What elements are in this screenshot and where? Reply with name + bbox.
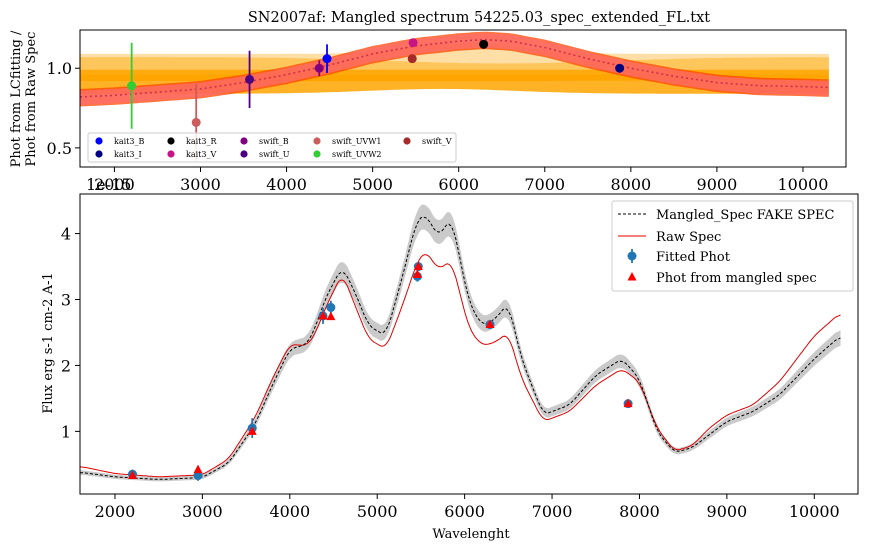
legend-label-swift_U: swift_U	[259, 150, 290, 159]
top-legend-box	[87, 132, 457, 163]
point-kait3_I	[615, 63, 625, 73]
mangled-phot-point	[413, 261, 423, 271]
bottom-legend-box	[611, 200, 854, 292]
bottom-y-tick-label: 4	[61, 225, 71, 244]
bottom-x-tick-label: 7000	[532, 502, 573, 521]
legend-marker-mangled-phot	[627, 272, 637, 281]
top-x-tick-label: 5000	[352, 175, 393, 194]
top-x-tick-label: 9000	[697, 175, 738, 194]
legend-label-kait3_I: kait3_I	[114, 150, 142, 159]
fitted-phot-point	[193, 471, 203, 481]
point-kait3_V	[408, 38, 418, 48]
point-swift_UVW2	[127, 81, 137, 91]
legend-label-3: Phot from mangled spec	[656, 271, 817, 286]
top-legend: kait3_Bkait3_Ikait3_Rkait3_Vswift_Bswift…	[87, 132, 457, 163]
bottom-ylabel: Flux erg s-1 cm-2 A-1	[41, 272, 56, 413]
legend-marker-swift_UVW2	[313, 150, 321, 158]
top-x-tick-label: 10000	[778, 175, 829, 194]
bottom-y-ticks: 1 2 3 4	[61, 225, 80, 441]
top-bands	[80, 31, 829, 107]
bottom-lines	[79, 216, 841, 480]
bottom-x-tick-label: 8000	[619, 502, 660, 521]
legend-label-kait3_V: kait3_V	[186, 150, 216, 159]
bottom-x-tick-label: 9000	[707, 502, 748, 521]
mangled-phot-point	[247, 426, 257, 435]
point-swift_UVW1	[191, 117, 201, 127]
legend-marker-swift_U	[240, 150, 248, 158]
bottom-x-tick-label: 3000	[182, 502, 223, 521]
mangled-spec-line	[79, 216, 841, 480]
top-plot-frame	[79, 29, 847, 168]
top-y-tick-label: 0.5	[47, 139, 72, 158]
legend-label-swift_UVW2: swift_UVW2	[332, 150, 382, 159]
mangled-phot-point	[485, 319, 495, 329]
point-swift_V	[407, 54, 417, 64]
mangled-phot-point	[326, 311, 336, 321]
top-y-tick-label: 1.0	[47, 59, 72, 78]
legend-marker-swift_UVW1	[313, 137, 321, 145]
top-x-tick-label: 3000	[180, 175, 221, 194]
legend-marker-swift_B	[240, 137, 248, 145]
legend-label-0: Mangled_Spec FAKE SPEC	[656, 208, 835, 223]
bottom-x-tick-label: 10000	[789, 502, 840, 521]
legend-marker-kait3_R	[167, 137, 175, 145]
bottom-x-tick-label: 4000	[269, 502, 310, 521]
legend-marker-fitted-phot	[627, 251, 637, 261]
bottom-x-tick-label: 2000	[95, 502, 136, 521]
mangled-phot-point	[318, 310, 328, 320]
bottom-y-tick-label: 2	[61, 356, 71, 375]
top-y-ticks: 0.5 1.0	[47, 59, 80, 158]
top-x-tick-label: 2000	[94, 175, 135, 194]
bottom-points	[127, 261, 633, 481]
bottom-plot-frame	[79, 193, 859, 495]
top-offset-text: 1e-15	[86, 175, 131, 194]
legend-label-swift_B: swift_B	[259, 137, 289, 146]
top-x-tick-label: 6000	[438, 175, 479, 194]
legend-label-swift_UVW1: swift_UVW1	[332, 137, 382, 146]
mangled-phot-point	[193, 464, 203, 474]
legend-marker-swift_V	[403, 137, 411, 145]
point-kait3_R	[479, 39, 489, 49]
bottom-xlabel: Wavelenght	[432, 527, 510, 542]
bottom-legend: Mangled_Spec FAKE SPEC Raw Spec Fitted Pho…	[611, 200, 854, 292]
top-chart-title: SN2007af: Mangled spectrum 54225.03_spec…	[248, 10, 710, 26]
bottom-y-tick-label: 1	[61, 422, 71, 441]
point-swift_U	[245, 74, 255, 84]
mangled-phot-point	[412, 269, 422, 278]
raw-spec-line	[79, 254, 841, 478]
top-ylabel-line1: Phot from LCfitting /	[9, 30, 24, 167]
bottom-x-tick-label: 6000	[444, 502, 485, 521]
legend-marker-kait3_B	[95, 137, 103, 145]
point-swift_B	[314, 63, 324, 73]
top-ratio-curve	[79, 38, 831, 98]
top-x-ticks: 2000 3000 4000 5000 6000 7000 8000 9000 10000	[94, 167, 828, 194]
top-x-tick-label: 8000	[610, 175, 651, 194]
legend-label-1: Raw Spec	[656, 230, 721, 245]
bottom-x-ticks: 2000 3000 4000 5000 6000 7000 8000 9000 10000	[95, 494, 840, 521]
fitted-phot-point	[326, 302, 336, 312]
point-kait3_B	[322, 54, 332, 64]
salmon-band	[80, 33, 829, 105]
mangled-phot-point	[623, 398, 633, 408]
legend-label-2: Fitted Phot	[656, 250, 731, 265]
bottom-y-tick-label: 3	[61, 290, 71, 309]
top-ylabel-line2: Phot from Raw Spec	[24, 32, 39, 167]
top-x-tick-label: 4000	[266, 175, 307, 194]
bottom-x-tick-label: 5000	[357, 502, 398, 521]
top-x-tick-label: 7000	[524, 175, 565, 194]
legend-marker-kait3_V	[167, 150, 175, 158]
legend-label-kait3_R: kait3_R	[186, 137, 217, 146]
legend-marker-kait3_I	[95, 150, 103, 158]
ratio-fit-line	[79, 38, 831, 98]
legend-label-swift_V: swift_V	[422, 137, 452, 146]
mangled-phot-point	[127, 470, 137, 480]
legend-label-kait3_B: kait3_B	[114, 137, 144, 146]
